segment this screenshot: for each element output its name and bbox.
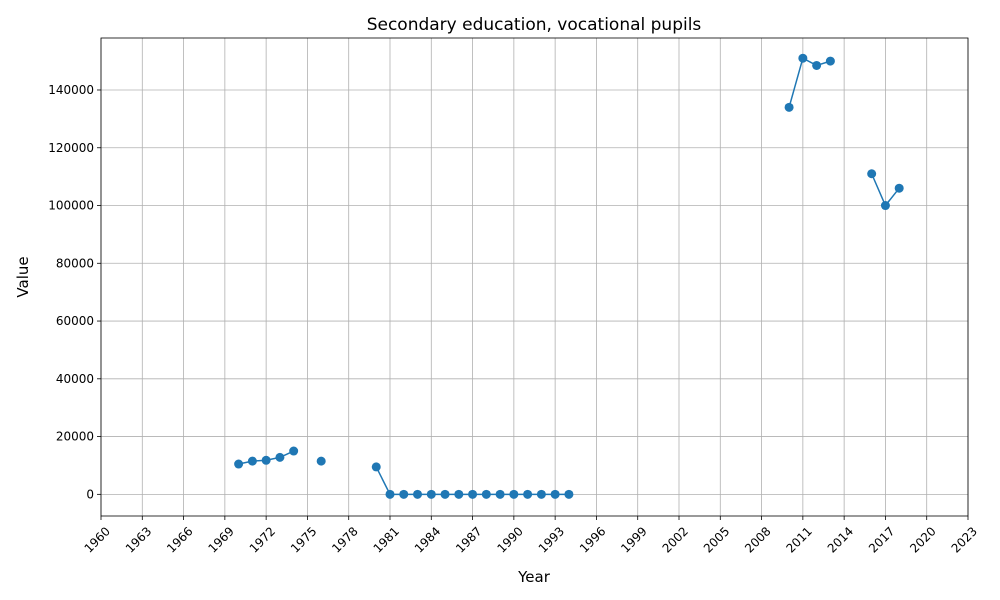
- data-point: [261, 455, 271, 465]
- data-point: [495, 489, 505, 499]
- data-point: [798, 53, 808, 63]
- data-point: [275, 452, 285, 462]
- y-tick-label: 100000: [48, 199, 94, 213]
- data-point: [812, 60, 822, 70]
- data-point: [385, 489, 395, 499]
- x-axis-title: Year: [517, 568, 551, 586]
- series-line-segment: [788, 57, 831, 108]
- data-point: [440, 489, 450, 499]
- data-point: [426, 489, 436, 499]
- y-axis-title: Value: [14, 256, 32, 297]
- y-tick-label: 140000: [48, 83, 94, 97]
- data-point: [867, 169, 877, 179]
- data-point: [523, 489, 533, 499]
- series-layer: [234, 53, 904, 499]
- data-point: [468, 489, 478, 499]
- data-point: [247, 456, 257, 466]
- data-point: [316, 456, 326, 466]
- y-tick-label: 60000: [56, 314, 94, 328]
- y-tick-label: 40000: [56, 372, 94, 386]
- data-point: [894, 183, 904, 193]
- data-point: [454, 489, 464, 499]
- chart-title: Secondary education, vocational pupils: [367, 15, 702, 35]
- data-point: [371, 462, 381, 472]
- data-point: [825, 56, 835, 66]
- y-axis: 0 20000 40000 60000 80000 100000 120000 140000: [48, 83, 101, 501]
- data-point: [564, 489, 574, 499]
- y-tick-label: 80000: [56, 256, 94, 270]
- data-point: [413, 489, 423, 499]
- data-point: [880, 201, 890, 211]
- data-point: [234, 459, 244, 469]
- plot-area-frame: [100, 37, 969, 517]
- data-point: [784, 102, 794, 112]
- data-point: [536, 489, 546, 499]
- y-tick-label: 0: [86, 487, 94, 501]
- data-point: [481, 489, 491, 499]
- data-point: [550, 489, 560, 499]
- data-point: [399, 489, 409, 499]
- data-point: [509, 489, 519, 499]
- y-tick-label: 120000: [48, 141, 94, 155]
- y-tick-label: 20000: [56, 430, 94, 444]
- data-point: [289, 446, 299, 456]
